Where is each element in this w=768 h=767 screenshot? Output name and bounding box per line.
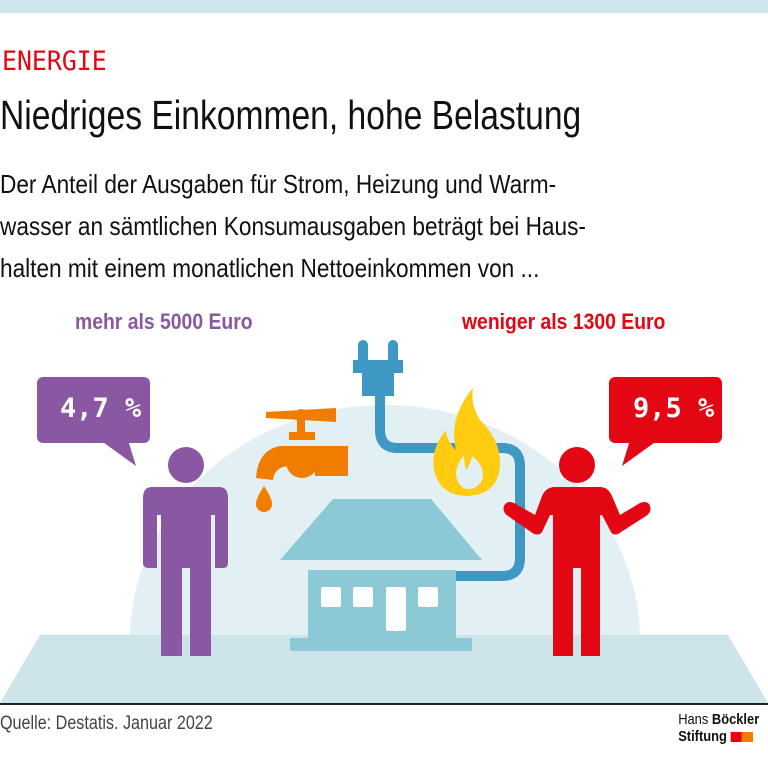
kicker-label: ENERGIE — [2, 46, 107, 77]
publisher-logo: Hans Böckler Stiftung — [678, 711, 759, 745]
group-label-poor: weniger als 1300 Euro — [462, 309, 666, 334]
logo-text-boeckler: Böckler — [711, 711, 759, 728]
source-note: Quelle: Destatis. Januar 2022 — [0, 713, 213, 734]
plug-icon — [353, 340, 403, 396]
subtitle-line-3: halten mit einem monatlichen Nettoeinkom… — [0, 253, 540, 283]
subtitle-line-2: wasser an sämtlichen Konsumausgaben betr… — [0, 211, 586, 241]
top-accent-bar — [0, 0, 768, 13]
person-icon-poor — [503, 447, 651, 656]
group-label-rich: mehr als 5000 Euro — [75, 309, 253, 334]
value-poor: 9,5 % — [633, 393, 715, 424]
subtitle: Der Anteil der Ausgaben für Strom, Heizu… — [0, 163, 768, 289]
house-icon — [280, 499, 482, 651]
water-tap-icon — [256, 408, 348, 512]
value-rich: 4,7 % — [60, 393, 142, 424]
logo-text-stiftung: Stiftung — [677, 728, 727, 745]
subtitle-line-1: Der Anteil der Ausgaben für Strom, Heizu… — [0, 169, 557, 199]
logo-text-hans: Hans — [677, 711, 712, 728]
page-title: Niedriges Einkommen, hohe Belastung — [0, 92, 582, 138]
pipe-icon — [375, 392, 525, 581]
footer-divider — [0, 703, 768, 705]
speech-bubble-poor — [609, 377, 722, 466]
logo-orange-square-icon — [741, 732, 753, 742]
speech-bubble-rich — [37, 377, 150, 466]
person-icon-rich — [143, 447, 228, 656]
logo-red-square-icon — [730, 732, 742, 742]
flame-icon — [433, 388, 500, 496]
